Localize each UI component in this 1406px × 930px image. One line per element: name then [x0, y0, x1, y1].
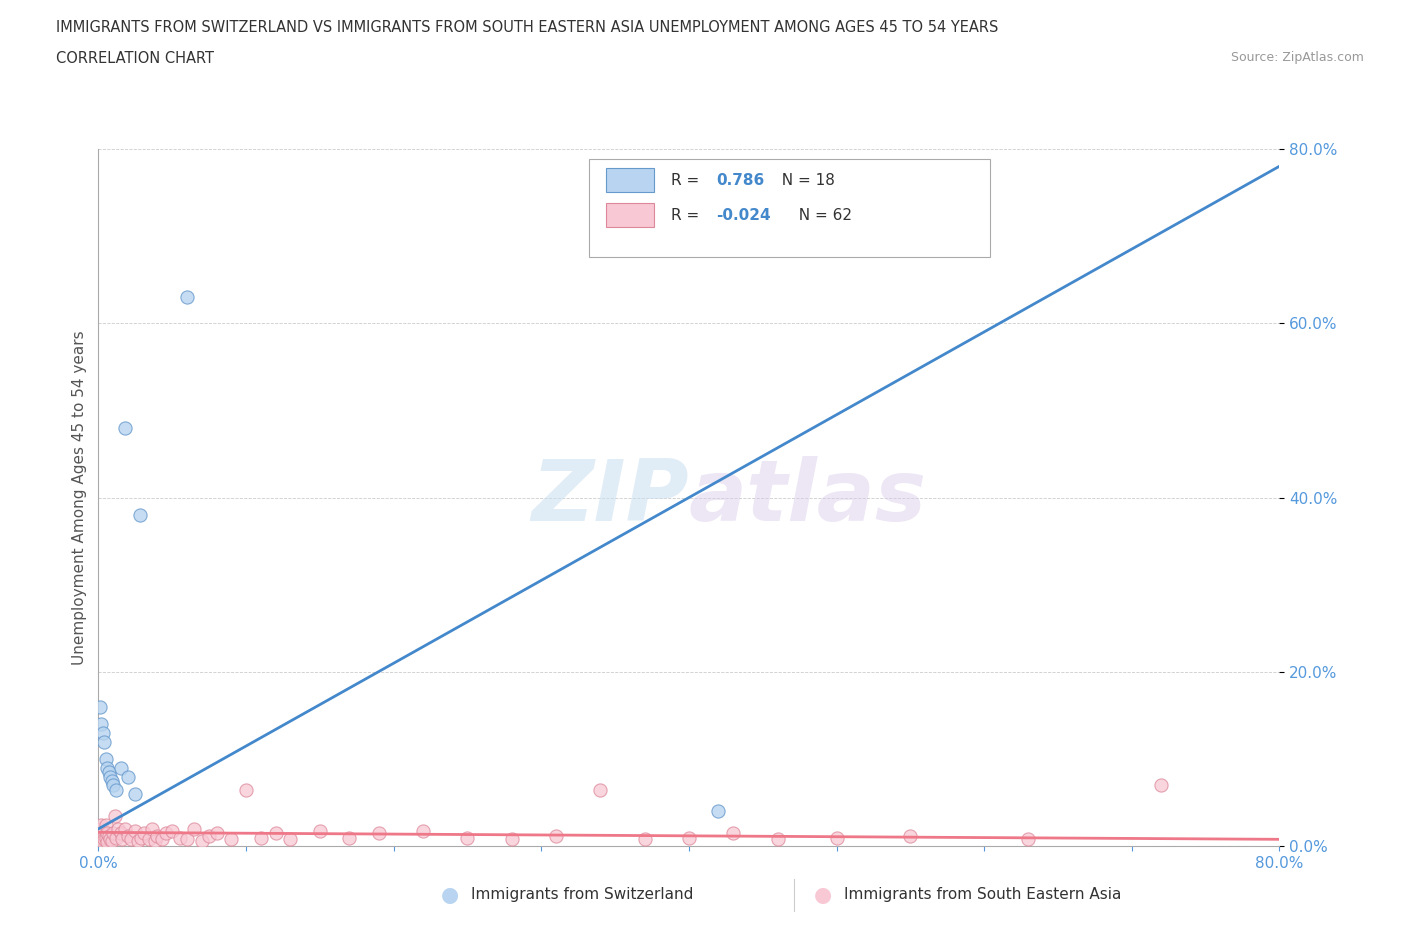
Point [766, 832, 789, 847]
Point [544, 829, 567, 844]
Point [141, 821, 163, 836]
FancyBboxPatch shape [589, 159, 990, 257]
Point [198, 829, 221, 844]
Point [1150, 777, 1173, 792]
Point [107, 821, 129, 836]
Point [155, 826, 177, 841]
Text: R =: R = [671, 207, 704, 222]
Text: ●: ● [814, 884, 831, 905]
Y-axis label: Unemployment Among Ages 45 to 54 years: Unemployment Among Ages 45 to 54 years [72, 330, 87, 665]
Point [501, 832, 523, 847]
Point [707, 804, 730, 819]
Point [205, 826, 228, 841]
Point [278, 832, 302, 847]
Point [176, 289, 198, 304]
Text: Immigrants from South Eastern Asia: Immigrants from South Eastern Asia [844, 887, 1121, 902]
Point [103, 826, 125, 841]
Point [162, 823, 183, 838]
Point [169, 830, 191, 845]
Point [129, 830, 152, 845]
Text: -0.024: -0.024 [716, 207, 770, 222]
Point [94, 830, 117, 845]
Point [176, 832, 198, 847]
Point [117, 769, 139, 784]
Point [91, 834, 114, 849]
Point [114, 821, 136, 836]
Text: ●: ● [441, 884, 458, 905]
Point [96, 826, 118, 841]
Point [633, 832, 655, 847]
Point [128, 508, 150, 523]
Point [98, 832, 121, 847]
Point [589, 782, 612, 797]
Point [143, 833, 166, 848]
Point [114, 420, 136, 435]
Text: Source: ZipAtlas.com: Source: ZipAtlas.com [1230, 51, 1364, 64]
Text: IMMIGRANTS FROM SWITZERLAND VS IMMIGRANTS FROM SOUTH EASTERN ASIA UNEMPLOYMENT A: IMMIGRANTS FROM SWITZERLAND VS IMMIGRANT… [56, 20, 998, 35]
Text: 0.786: 0.786 [716, 173, 765, 188]
Point [93, 829, 115, 844]
Point [110, 761, 132, 776]
Point [93, 832, 115, 847]
Point [91, 826, 114, 841]
Point [337, 830, 360, 845]
Point [96, 761, 118, 776]
Point [1017, 832, 1039, 847]
Point [96, 834, 118, 849]
Text: ZIP: ZIP [531, 456, 689, 539]
Point [110, 826, 132, 841]
Point [91, 725, 114, 740]
Point [264, 826, 287, 841]
Point [98, 769, 121, 784]
Text: N = 62: N = 62 [789, 207, 852, 222]
Point [93, 735, 115, 750]
Point [183, 821, 205, 836]
Text: atlas: atlas [689, 456, 927, 539]
FancyBboxPatch shape [606, 203, 654, 227]
Point [94, 751, 117, 766]
Point [104, 808, 127, 823]
Point [120, 832, 142, 847]
Point [412, 823, 434, 838]
Point [150, 832, 173, 847]
Point [90, 817, 112, 832]
Point [89, 699, 111, 714]
FancyBboxPatch shape [606, 168, 654, 193]
Text: Immigrants from Switzerland: Immigrants from Switzerland [471, 887, 693, 902]
Point [124, 823, 146, 838]
Point [90, 717, 112, 732]
Point [117, 829, 139, 844]
Point [97, 829, 120, 844]
Point [97, 764, 120, 779]
Point [219, 832, 242, 847]
Text: N = 18: N = 18 [772, 173, 835, 188]
Point [678, 830, 700, 845]
Text: R =: R = [671, 173, 704, 188]
Point [191, 833, 214, 848]
Point [127, 833, 149, 848]
Point [146, 829, 169, 844]
Point [456, 830, 478, 845]
Point [134, 826, 156, 841]
Point [105, 782, 128, 797]
Point [105, 830, 128, 845]
Point [721, 826, 744, 841]
Point [90, 830, 112, 845]
Point [138, 832, 160, 847]
Point [309, 823, 332, 838]
Point [235, 782, 257, 797]
Point [368, 826, 391, 841]
Point [124, 787, 146, 802]
Point [94, 817, 117, 832]
Point [89, 821, 111, 836]
Point [250, 830, 273, 845]
Point [100, 774, 122, 789]
Point [900, 829, 922, 844]
Point [111, 832, 134, 847]
Point [89, 830, 111, 845]
Text: CORRELATION CHART: CORRELATION CHART [56, 51, 214, 66]
Point [825, 830, 848, 845]
Point [100, 833, 122, 848]
Point [103, 777, 125, 792]
